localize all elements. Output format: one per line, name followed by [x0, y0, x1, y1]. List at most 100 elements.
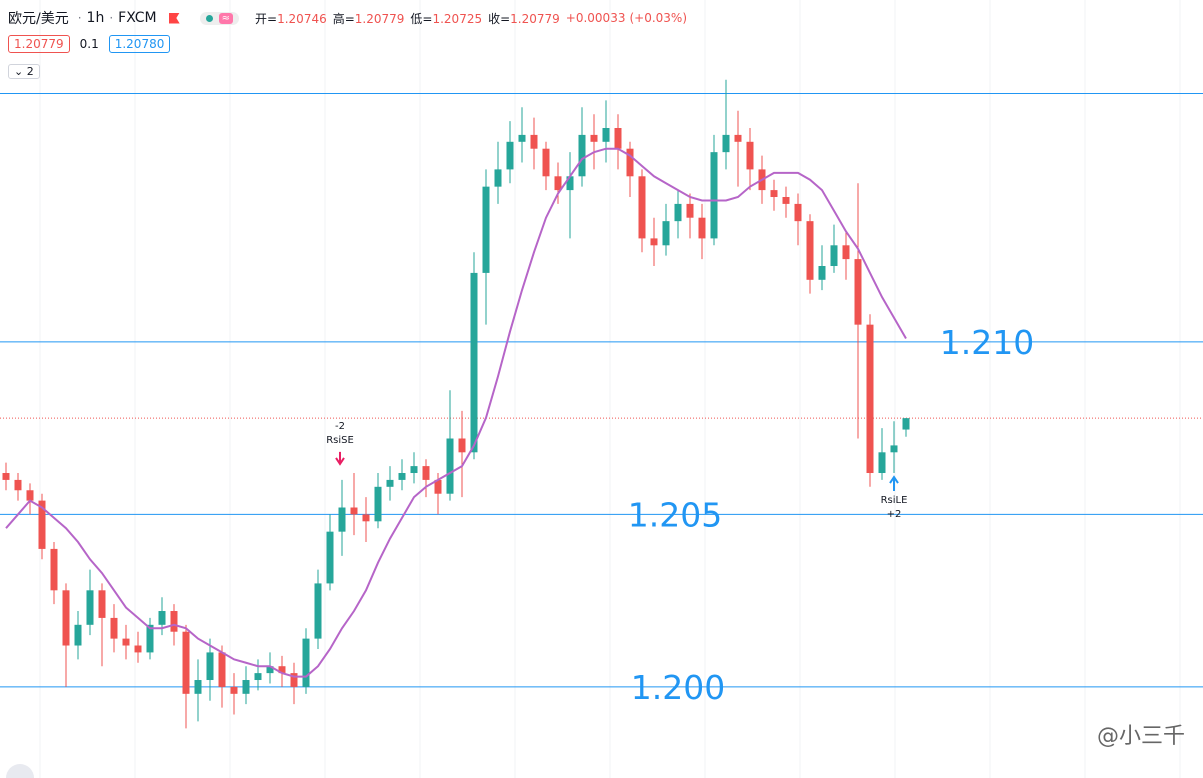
- candle-body: [314, 583, 322, 639]
- candle-body: [98, 590, 106, 618]
- candle-body: [158, 611, 166, 625]
- candle-body: [386, 479, 394, 487]
- ohlc-value: 1.20725: [432, 11, 483, 26]
- candle-body: [458, 438, 466, 453]
- candle-body: [518, 134, 526, 142]
- signal-arrow: [889, 475, 899, 492]
- candle-body: [470, 272, 478, 453]
- candle-body: [590, 134, 598, 142]
- price-row: 1.20779 0.1 1.20780: [8, 35, 180, 53]
- change: +0.00033: [565, 11, 626, 25]
- ohlc-value: 1.20779: [354, 11, 405, 26]
- candle-body: [482, 186, 490, 273]
- candle-body: [134, 645, 142, 653]
- candle-body: [614, 127, 622, 149]
- separator: ·: [109, 11, 114, 25]
- candle-body: [398, 473, 406, 480]
- candle-body: [506, 141, 514, 170]
- candle-body: [686, 203, 694, 218]
- signal-label: RsiSE: [326, 435, 354, 446]
- exchange: FXCM: [118, 10, 157, 26]
- candle-body: [290, 673, 298, 687]
- watermark: @小三千: [1096, 724, 1185, 749]
- candle-body: [122, 638, 130, 646]
- logo: [6, 764, 34, 778]
- ohlc-key: 收=: [488, 11, 511, 26]
- candle-body: [710, 152, 718, 239]
- interval[interactable]: 1h: [86, 10, 105, 26]
- ohlc-value: 1.20746: [277, 11, 327, 26]
- moving-average: [5, 147, 907, 678]
- candle-body: [86, 590, 94, 625]
- candle-body: [662, 221, 670, 246]
- ohlc-values: 开=1.20746 高=1.20779 低=1.20725 收=1.20779: [255, 10, 560, 27]
- ohlc-item: 开=1.20746: [255, 10, 327, 27]
- candle-body: [626, 148, 634, 177]
- legend-row: 欧元/美元 · 1h · FXCM ≈ 开=1.20746 高=1.20779 低=…: [8, 9, 687, 27]
- candle-body: [362, 514, 370, 522]
- indicators-toggle[interactable]: ⌄ 2: [8, 64, 40, 79]
- candle-body: [278, 666, 286, 674]
- candle-body: [650, 238, 658, 246]
- candle-body: [2, 473, 10, 480]
- candle-body: [194, 680, 202, 694]
- status-pill[interactable]: ≈: [199, 11, 240, 25]
- candle-body: [422, 466, 430, 480]
- candle-body: [878, 452, 886, 474]
- signal-label: RsiLE: [881, 495, 908, 506]
- candle-body: [38, 500, 46, 549]
- ohlc-value: 1.20779: [510, 11, 560, 26]
- candle-body: [566, 176, 574, 191]
- level-label: 1.210: [940, 323, 1034, 362]
- candle-body: [446, 438, 454, 494]
- change-pct: (+0.03%): [629, 11, 688, 25]
- candle-body: [50, 548, 58, 591]
- candle-body: [854, 259, 862, 325]
- candle-body: [866, 324, 874, 474]
- ohlc-key: 开=: [255, 11, 278, 26]
- candle-body: [26, 490, 34, 501]
- indicator-row: ⌄ 2: [8, 64, 40, 79]
- buy-price[interactable]: 1.20780: [108, 35, 171, 53]
- candle-body: [146, 624, 154, 653]
- candle-body: [542, 148, 550, 177]
- ohlc-item: 收=1.20779: [488, 10, 560, 27]
- candle-body: [674, 203, 682, 222]
- candle-body: [746, 141, 754, 170]
- signal-arrow: [335, 451, 345, 466]
- candle-body: [326, 531, 334, 584]
- candle-body: [254, 673, 262, 681]
- candle-body: [182, 631, 190, 694]
- candle-body: [806, 221, 814, 280]
- ohlc-key: 高=: [332, 11, 355, 26]
- candle-body: [722, 134, 730, 153]
- spread: 0.1: [79, 37, 99, 51]
- candle-body: [230, 686, 238, 694]
- candle-body: [74, 624, 82, 646]
- candle-body: [530, 134, 538, 149]
- candle-body: [638, 176, 646, 239]
- flag-icon[interactable]: [168, 12, 180, 24]
- candle-body: [902, 418, 910, 430]
- candle-body: [842, 245, 850, 260]
- candle-body: [818, 266, 826, 280]
- sell-price[interactable]: 1.20779: [8, 35, 70, 53]
- signal-qty: -2: [335, 421, 345, 432]
- candle-body: [14, 479, 22, 491]
- candle-body: [218, 652, 226, 687]
- ohlc-item: 高=1.20779: [333, 10, 405, 27]
- candle-body: [410, 466, 418, 474]
- separator: ·: [77, 11, 82, 25]
- candle-body: [242, 680, 250, 694]
- candle-body: [734, 134, 742, 142]
- candle-body: [890, 445, 898, 453]
- candle-body: [698, 217, 706, 239]
- candle-body: [62, 590, 70, 646]
- candle-body: [770, 190, 778, 198]
- level-label: 1.205: [628, 495, 722, 534]
- symbol[interactable]: 欧元/美元: [8, 11, 69, 27]
- candle-body: [578, 134, 586, 177]
- candle-body: [350, 507, 358, 515]
